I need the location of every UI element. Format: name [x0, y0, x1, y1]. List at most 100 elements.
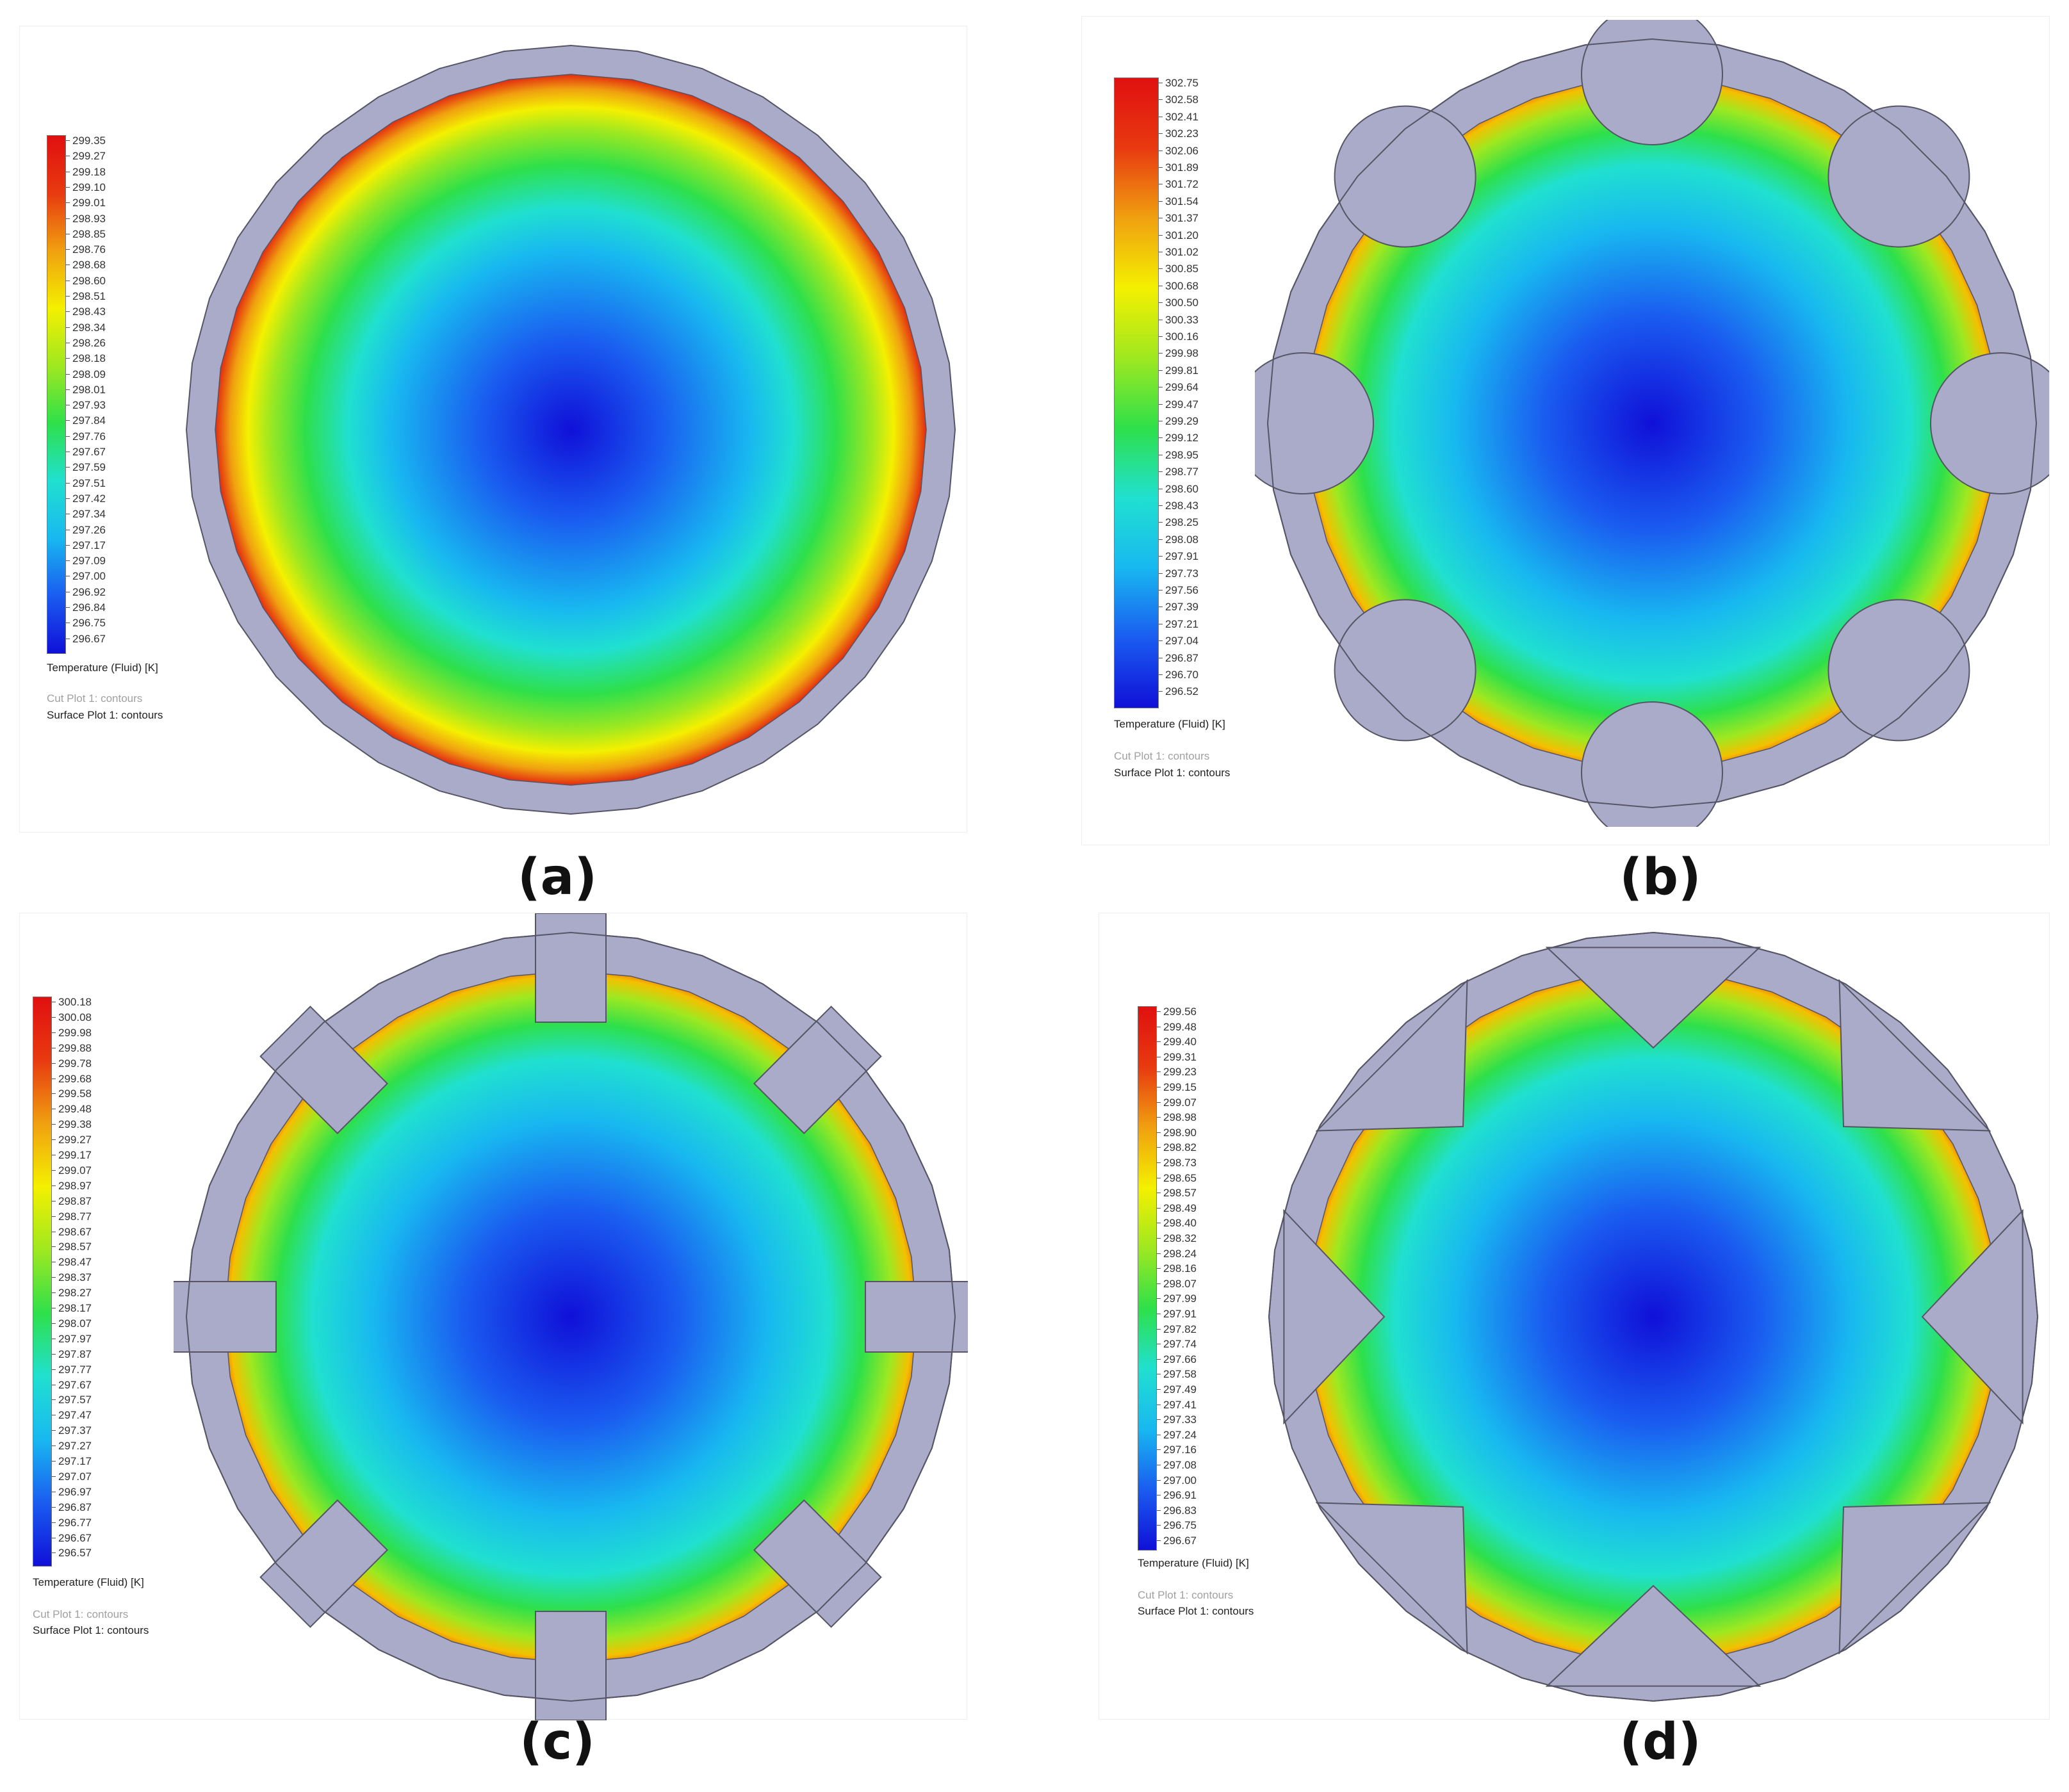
legend-tick: 297.47: [52, 1409, 92, 1422]
legend-tick: 297.17: [52, 1455, 92, 1467]
fin: [1828, 105, 1970, 248]
legend-tick: 299.10: [66, 181, 106, 193]
legend-tick: 301.89: [1159, 161, 1198, 174]
legend-tick: 297.34: [66, 508, 106, 521]
legend-tick: 299.07: [1157, 1096, 1197, 1109]
legend-tick: 299.23: [1157, 1066, 1197, 1079]
legend-tick: 298.49: [1157, 1201, 1197, 1214]
legend-tick: 299.27: [52, 1134, 92, 1146]
legend-tick: 297.41: [1157, 1398, 1197, 1411]
fin: [1838, 1502, 1991, 1655]
legend-tick: 296.87: [1159, 651, 1198, 664]
legend-tick: 297.37: [52, 1424, 92, 1437]
legend-title: Temperature (Fluid) [K]: [47, 662, 158, 674]
legend-tick: 299.68: [52, 1072, 92, 1085]
fin: [259, 1006, 389, 1135]
legend-tick: 298.07: [1157, 1277, 1197, 1290]
legend-tick: 297.76: [66, 430, 106, 443]
legend-tick: 297.42: [66, 492, 106, 505]
panel-b: 302.75 302.58 302.41 302.23 302.06 301.89 301.…: [1081, 16, 2050, 845]
legend-tick: 299.78: [52, 1057, 92, 1070]
legend-tick: 300.18: [52, 996, 92, 1008]
legend-tick: 296.67: [52, 1531, 92, 1544]
legend-tick: 301.02: [1159, 246, 1198, 258]
legend-tick: 298.98: [1157, 1111, 1197, 1124]
fin: [865, 1281, 968, 1353]
legend-cut-plot: Cut Plot 1: contours: [1138, 1589, 1234, 1601]
fin: [753, 1006, 882, 1135]
legend-tick: 299.48: [52, 1103, 92, 1116]
legend-tick: 299.27: [66, 150, 106, 163]
legend-tick: 296.92: [66, 585, 106, 598]
legend-cut-plot: Cut Plot 1: contours: [1114, 750, 1210, 762]
panel-d: 299.56 299.48 299.40 299.31 299.23 299.15 299.…: [1099, 913, 2050, 1720]
legend-tick: 299.98: [1159, 347, 1198, 360]
legend-tick: 298.16: [1157, 1262, 1197, 1275]
legend-tick: 298.47: [52, 1256, 92, 1269]
legend-tick: 297.57: [52, 1394, 92, 1406]
fin: [1828, 599, 1970, 742]
legend-tick: 298.51: [66, 290, 106, 302]
legend-tick: 299.56: [1157, 1006, 1197, 1018]
fin: [1838, 979, 1991, 1132]
fin: [1581, 20, 1723, 145]
panel-a: 299.35 299.27 299.18 299.10 299.01 298.93 298.…: [19, 26, 967, 833]
fin: [1581, 701, 1723, 827]
legend-tick: 299.98: [52, 1026, 92, 1039]
legend-tick: 297.39: [1159, 601, 1198, 614]
legend-tick: 296.75: [1157, 1519, 1197, 1532]
legend-tick: 302.58: [1159, 94, 1198, 106]
fin: [1930, 352, 2049, 494]
legend-surface-plot: Surface Plot 1: contours: [1138, 1605, 1254, 1617]
legend-tick: 298.32: [1157, 1232, 1197, 1244]
legend-tick: 297.21: [1159, 617, 1198, 630]
legend-tick: 296.84: [66, 601, 106, 614]
legend-tick: 298.76: [66, 243, 106, 256]
legend-tick: 298.17: [52, 1302, 92, 1314]
legend-tick: 298.25: [1159, 516, 1198, 529]
legend-tick: 297.07: [52, 1470, 92, 1483]
legend-tick: 297.73: [1159, 567, 1198, 580]
temperature-contour-d: [1268, 931, 2039, 1702]
fin: [1545, 1584, 1762, 1687]
fin: [259, 1499, 389, 1628]
fin: [1334, 599, 1476, 742]
legend-tick: 297.91: [1157, 1308, 1197, 1320]
legend-tick: 299.47: [1159, 398, 1198, 411]
fin: [535, 1611, 607, 1720]
fin: [1255, 352, 1374, 494]
legend-tick: 301.20: [1159, 229, 1198, 241]
legend-tick: 299.18: [66, 165, 106, 178]
legend-tick: 299.58: [52, 1087, 92, 1100]
legend-tick: 296.97: [52, 1485, 92, 1498]
legend-title: Temperature (Fluid) [K]: [1138, 1557, 1249, 1569]
legend-tick: 298.57: [52, 1241, 92, 1253]
legend-tick: 300.50: [1159, 297, 1198, 309]
legend-tick: 297.67: [66, 446, 106, 458]
legend-tick: 297.59: [66, 461, 106, 474]
legend-tick: 299.48: [1157, 1020, 1197, 1033]
temperature-contour-a: [185, 44, 956, 815]
legend-tick: 297.26: [66, 523, 106, 536]
legend-tick: 298.24: [1157, 1247, 1197, 1260]
legend-tick: 297.56: [1159, 584, 1198, 596]
legend-tick: 298.40: [1157, 1217, 1197, 1230]
legend-tick: 296.67: [1157, 1535, 1197, 1547]
legend-tick: 298.97: [52, 1179, 92, 1192]
temperature-contour-b: [1255, 20, 2049, 827]
legend-tick: 298.60: [1159, 482, 1198, 495]
legend-tick: 298.85: [66, 227, 106, 240]
legend-tick: 296.87: [52, 1501, 92, 1513]
legend-tick: 297.66: [1157, 1353, 1197, 1365]
legend-tick: 298.67: [52, 1225, 92, 1238]
legend-tick: 298.68: [66, 259, 106, 272]
fin: [1921, 1209, 2024, 1425]
legend-tick: 297.93: [66, 399, 106, 412]
legend-tick: 298.18: [66, 352, 106, 365]
legend-tick: 299.29: [1159, 415, 1198, 427]
legend-surface-plot: Surface Plot 1: contours: [47, 709, 163, 721]
legend-tick: 298.87: [52, 1194, 92, 1207]
legend-tick: 298.57: [1157, 1187, 1197, 1200]
legend-tick: 298.82: [1157, 1141, 1197, 1154]
legend-tick: 298.07: [52, 1317, 92, 1330]
